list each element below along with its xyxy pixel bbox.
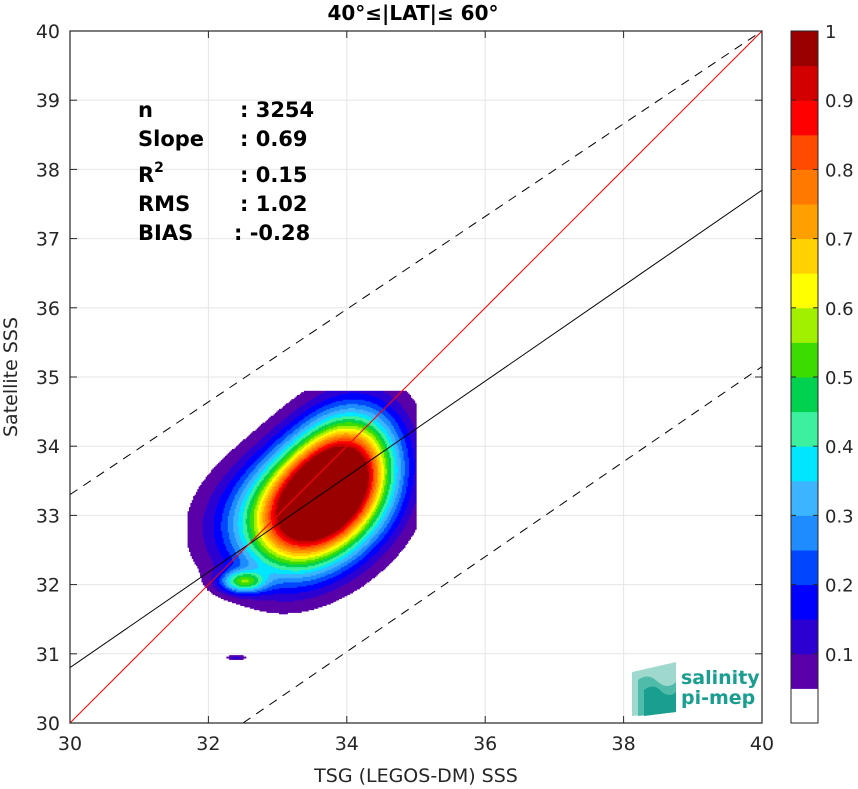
density-cell <box>244 657 246 659</box>
